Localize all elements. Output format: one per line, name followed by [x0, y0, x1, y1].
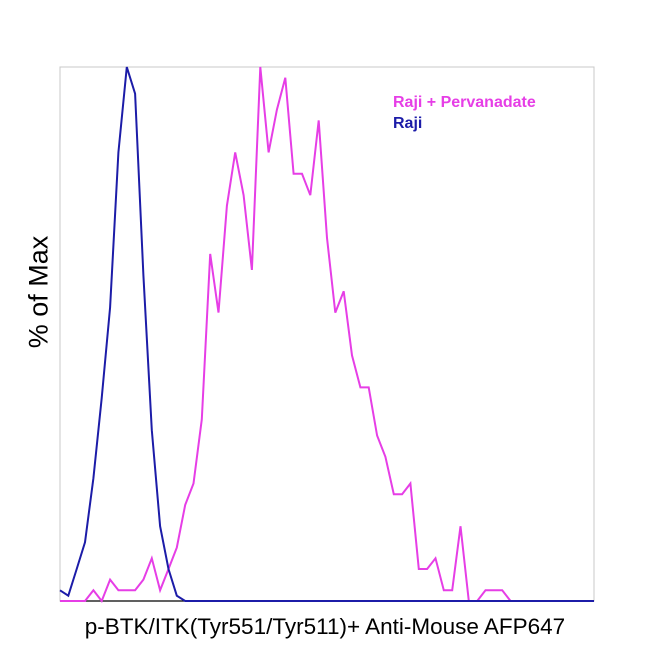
plot-area-border [59, 66, 595, 602]
series-group [59, 66, 594, 604]
y-axis-label: % of Max [23, 235, 54, 349]
series-line-raji-pervanadate [60, 66, 594, 604]
legend-entry-raji-pervanadate: Raji + Pervanadate [393, 94, 536, 111]
legend: Raji + Pervanadate Raji [393, 92, 536, 134]
series-line-raji [59, 66, 594, 602]
x-axis-label: p-BTK/ITK(Tyr551/Tyr511)+ Anti-Mouse AFP… [84, 614, 566, 639]
legend-entry-raji: Raji [393, 115, 423, 132]
